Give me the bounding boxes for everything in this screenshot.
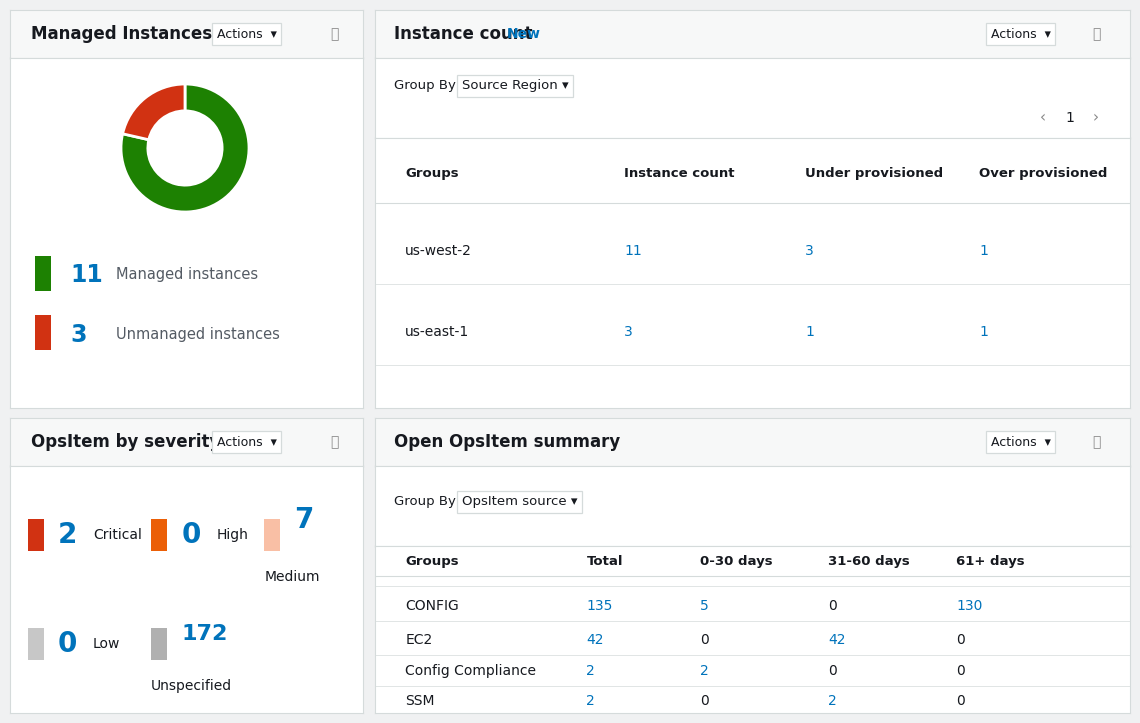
Text: Managed Instances: Managed Instances [31, 25, 212, 43]
Text: Total: Total [586, 555, 622, 568]
Text: Actions  ▾: Actions ▾ [217, 435, 276, 448]
Text: 1: 1 [805, 325, 814, 339]
Text: 1: 1 [979, 325, 988, 339]
Text: OpsItem source ▾: OpsItem source ▾ [462, 495, 577, 508]
Text: Unmanaged instances: Unmanaged instances [116, 327, 279, 342]
Text: Instance count: Instance count [625, 166, 734, 179]
Text: Unspecified: Unspecified [152, 679, 233, 693]
Text: ⓘ: ⓘ [331, 435, 339, 449]
Text: 0: 0 [956, 633, 966, 646]
Text: 172: 172 [181, 624, 228, 644]
FancyBboxPatch shape [34, 315, 50, 350]
Text: 3: 3 [805, 244, 814, 258]
Text: Critical: Critical [93, 529, 141, 542]
FancyBboxPatch shape [152, 628, 168, 660]
Text: 0: 0 [956, 664, 966, 678]
Text: 1: 1 [979, 244, 988, 258]
Text: Under provisioned: Under provisioned [805, 166, 944, 179]
Text: 11: 11 [625, 244, 642, 258]
Text: High: High [217, 529, 249, 542]
Text: 0: 0 [828, 599, 837, 613]
Text: SSM: SSM [405, 694, 434, 709]
Text: 42: 42 [586, 633, 604, 646]
Text: 42: 42 [828, 633, 846, 646]
Text: 3: 3 [625, 325, 633, 339]
Text: Group By: Group By [394, 495, 456, 508]
Text: ⓘ: ⓘ [1092, 435, 1100, 449]
FancyBboxPatch shape [34, 256, 50, 291]
Text: 0: 0 [181, 521, 201, 549]
Wedge shape [123, 84, 185, 140]
Text: Instance count: Instance count [394, 25, 532, 43]
Text: 1: 1 [1065, 111, 1074, 125]
Text: 0: 0 [700, 633, 708, 646]
Text: 2: 2 [586, 664, 595, 678]
Text: 135: 135 [586, 599, 613, 613]
Text: 11: 11 [70, 263, 103, 287]
Text: 0: 0 [58, 630, 78, 658]
Text: Open OpsItem summary: Open OpsItem summary [394, 433, 620, 451]
Text: Group By: Group By [394, 80, 456, 93]
FancyBboxPatch shape [264, 519, 280, 551]
Text: 61+ days: 61+ days [956, 555, 1025, 568]
Text: CONFIG: CONFIG [405, 599, 459, 613]
Text: 0: 0 [700, 694, 708, 709]
Text: ⓘ: ⓘ [1092, 27, 1100, 41]
Text: 0: 0 [956, 694, 966, 709]
FancyBboxPatch shape [152, 519, 168, 551]
Text: EC2: EC2 [405, 633, 432, 646]
Text: 0: 0 [828, 664, 837, 678]
Text: Groups: Groups [405, 166, 458, 179]
Text: 2: 2 [586, 694, 595, 709]
Text: 0-30 days: 0-30 days [700, 555, 772, 568]
Text: Low: Low [93, 637, 121, 651]
Text: Actions  ▾: Actions ▾ [991, 27, 1050, 40]
Text: Over provisioned: Over provisioned [979, 166, 1107, 179]
Text: Actions  ▾: Actions ▾ [217, 27, 276, 40]
Text: 7: 7 [294, 506, 314, 534]
Text: 2: 2 [58, 521, 78, 549]
Text: ‹: ‹ [1040, 111, 1047, 126]
Text: us-east-1: us-east-1 [405, 325, 470, 339]
Text: 31-60 days: 31-60 days [828, 555, 910, 568]
Text: 2: 2 [828, 694, 837, 709]
FancyBboxPatch shape [27, 628, 43, 660]
FancyBboxPatch shape [27, 519, 43, 551]
Text: ›: › [1093, 111, 1099, 126]
Text: Config Compliance: Config Compliance [405, 664, 536, 678]
Text: 3: 3 [70, 322, 87, 346]
Text: ⓘ: ⓘ [331, 27, 339, 41]
Text: Actions  ▾: Actions ▾ [991, 435, 1050, 448]
Text: Managed instances: Managed instances [116, 268, 258, 283]
Text: Medium: Medium [264, 570, 319, 584]
Text: Source Region ▾: Source Region ▾ [462, 80, 569, 93]
Text: 130: 130 [956, 599, 983, 613]
Text: New: New [507, 27, 542, 41]
Text: 5: 5 [700, 599, 708, 613]
Text: 2: 2 [700, 664, 708, 678]
Text: Groups: Groups [405, 555, 458, 568]
Text: us-west-2: us-west-2 [405, 244, 472, 258]
Wedge shape [121, 84, 249, 212]
Text: OpsItem by severity: OpsItem by severity [31, 433, 220, 451]
